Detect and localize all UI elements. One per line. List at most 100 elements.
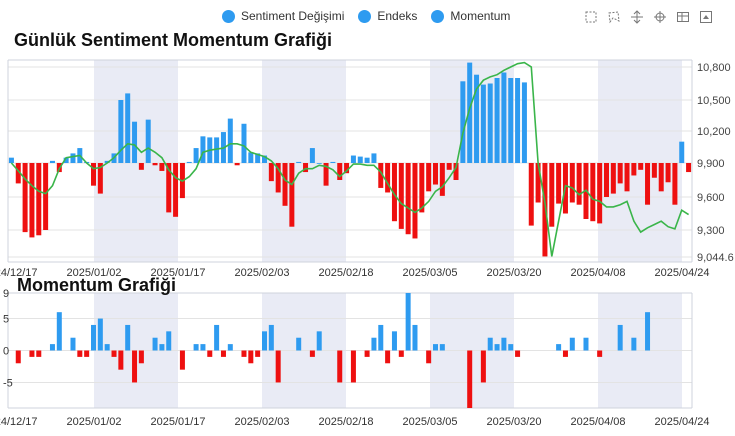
momentum-x-tick-label: 2025/04/08 — [570, 416, 625, 428]
momentum-x-tick-label: 2025/01/17 — [150, 416, 205, 428]
sentiment-bar — [248, 152, 254, 163]
sentiment-bar — [118, 100, 124, 163]
sentiment-bar — [91, 163, 96, 186]
sentiment-bar — [576, 163, 582, 205]
sentiment-bar — [528, 163, 534, 226]
sentiment-bar — [494, 78, 500, 163]
momentum-bar — [385, 350, 391, 364]
data-view-icon[interactable] — [675, 9, 690, 24]
main-x-tick-label: 2025/02/18 — [318, 267, 373, 279]
sentiment-bar — [371, 153, 377, 163]
zoom-select-icon[interactable] — [583, 9, 598, 24]
main-x-tick-label: 2025/02/03 — [234, 267, 289, 279]
legend-marker — [222, 9, 235, 23]
momentum-bar — [49, 344, 55, 351]
sentiment-bar — [145, 119, 151, 163]
momentum-bar — [494, 344, 500, 351]
sentiment-bar — [63, 157, 69, 163]
main-y-tick-label: 9,600 — [697, 192, 725, 204]
sentiment-bar — [645, 163, 651, 205]
main-y-tick-label: 9,300 — [697, 225, 725, 237]
momentum-bar — [487, 337, 493, 351]
sentiment-bar — [268, 163, 274, 182]
lasso-select-icon[interactable] — [606, 9, 621, 24]
sentiment-bar — [535, 163, 541, 203]
momentum-x-tick-label: 2024/12/17 — [0, 416, 38, 428]
legend-item-endeks[interactable]: Endeks — [358, 9, 417, 23]
legend-item-momentum[interactable]: Momentum — [431, 9, 510, 23]
momentum-bar — [617, 324, 623, 351]
momentum-bar — [138, 350, 144, 364]
restore-icon[interactable] — [629, 9, 644, 24]
sentiment-bar — [275, 163, 281, 193]
fullscreen-icon[interactable] — [652, 9, 667, 24]
sentiment-bar — [391, 163, 397, 222]
momentum-bars — [15, 293, 651, 408]
main-chart-title: Günlük Sentiment Momentum Grafiği — [14, 30, 333, 50]
momentum-y-tick-label: 9 — [3, 288, 9, 300]
momentum-bar — [15, 350, 21, 364]
momentum-bar — [556, 344, 562, 351]
sentiment-bar — [241, 123, 247, 163]
sentiment-bar — [501, 72, 507, 163]
sentiment-bar — [679, 141, 685, 163]
sentiment-bar — [337, 163, 343, 180]
main-y-tick-label: 10,800 — [697, 62, 731, 74]
momentum-bar — [241, 350, 247, 357]
legend: Sentiment Değişimi Endeks Momentum — [222, 9, 510, 23]
momentum-bar — [433, 344, 438, 351]
main-x-tick-labels: 2024/12/17 2025/01/02 2025/01/17 2025/02/03… — [0, 267, 710, 279]
momentum-bar — [268, 324, 274, 351]
sentiment-bar — [49, 160, 55, 163]
main-x-tick-label: 2025/03/20 — [486, 267, 541, 279]
momentum-x-tick-label: 2025/04/24 — [654, 416, 709, 428]
sentiment-bar — [159, 163, 165, 171]
sentiment-bar — [186, 161, 192, 163]
sentiment-bar — [487, 83, 493, 163]
sentiment-bar — [398, 163, 404, 229]
legend-label: Endeks — [377, 9, 418, 23]
main-x-tick-label: 2025/04/08 — [570, 267, 625, 279]
sentiment-bar — [200, 136, 206, 163]
sentiment-bar — [22, 163, 28, 233]
momentum-chart-title: Momentum Grafiği — [17, 275, 177, 295]
sentiment-bar — [138, 163, 144, 170]
momentum-bar — [439, 344, 445, 351]
main-y-tick-label: 9,900 — [697, 158, 725, 170]
sentiment-bar — [480, 84, 486, 163]
sentiment-bar — [29, 163, 35, 238]
legend-item-sentiment[interactable]: Sentiment Değişimi — [222, 9, 344, 23]
momentum-bar — [296, 337, 302, 351]
sentiment-bar — [166, 163, 172, 213]
momentum-x-tick-label: 2025/03/05 — [402, 416, 457, 428]
sentiment-bar — [433, 163, 438, 185]
endeks-line — [10, 61, 690, 257]
sentiment-bar — [405, 163, 411, 235]
momentum-bar — [227, 344, 233, 351]
save-image-icon[interactable] — [698, 9, 713, 24]
sentiment-bar — [330, 161, 336, 163]
main-y-tick-label: 9,044.6 — [697, 252, 734, 264]
sentiment-bar — [658, 163, 664, 192]
momentum-bar — [36, 350, 42, 357]
sentiment-bar — [104, 160, 110, 163]
sentiment-bar — [515, 78, 521, 163]
sentiment-bar — [309, 148, 315, 163]
momentum-bar — [248, 350, 254, 364]
sentiment-bar — [521, 82, 527, 163]
momentum-bar — [56, 312, 62, 351]
sentiment-bar — [651, 163, 657, 178]
momentum-bar — [364, 350, 370, 357]
momentum-bar — [337, 350, 343, 383]
momentum-bar — [111, 350, 117, 357]
momentum-bar — [645, 312, 651, 351]
sentiment-bar — [385, 163, 391, 193]
momentum-bar — [84, 350, 90, 357]
main-x-tick-label: 2025/01/02 — [66, 267, 121, 279]
momentum-bar — [179, 350, 185, 370]
momentum-bar — [125, 324, 131, 351]
main-y-tick-labels: 10,800 10,500 10,200 9,900 9,600 9,300 9,044.6 — [697, 62, 734, 264]
momentum-bar — [91, 324, 96, 351]
sentiment-bar — [350, 155, 356, 163]
sentiment-bar — [590, 163, 596, 222]
